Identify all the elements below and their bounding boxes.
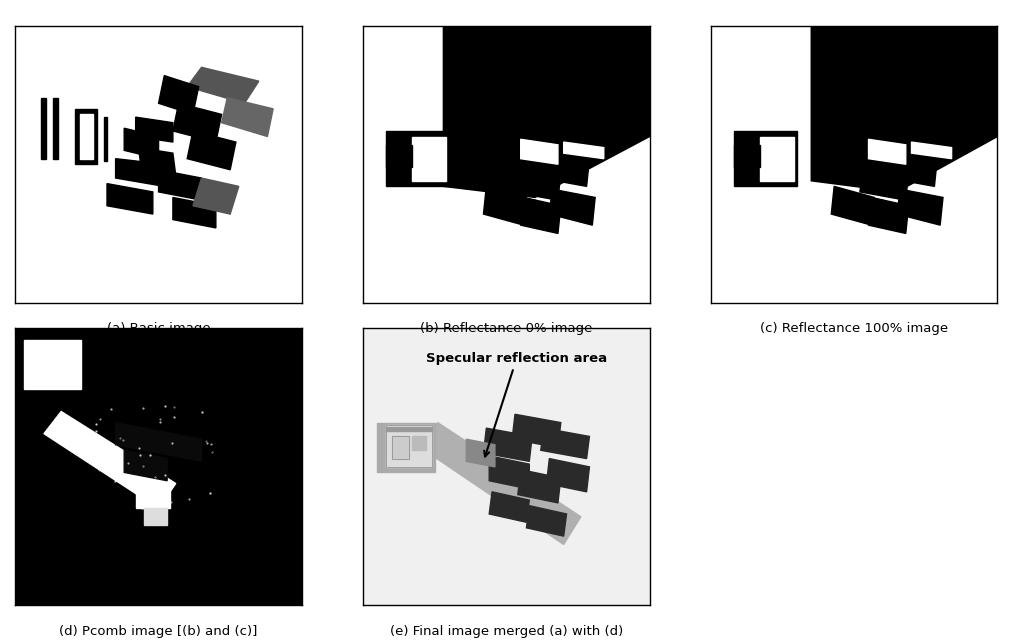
Polygon shape (500, 194, 535, 209)
Polygon shape (848, 194, 883, 209)
Polygon shape (518, 469, 561, 503)
Bar (386, 427, 432, 431)
Polygon shape (489, 492, 529, 522)
Bar (52, 98, 57, 158)
Polygon shape (222, 98, 273, 137)
Polygon shape (506, 209, 541, 222)
Polygon shape (564, 142, 604, 158)
Polygon shape (136, 117, 173, 142)
Bar (392, 437, 409, 459)
Bar (392, 437, 409, 459)
Polygon shape (527, 506, 567, 536)
Polygon shape (107, 184, 152, 214)
Bar (386, 131, 449, 186)
Polygon shape (521, 139, 558, 164)
Polygon shape (489, 456, 529, 489)
Polygon shape (116, 422, 159, 453)
Polygon shape (138, 147, 176, 175)
Bar (80, 115, 93, 158)
Polygon shape (541, 428, 589, 459)
Text: (b) Reflectance 0% image: (b) Reflectance 0% image (420, 322, 592, 335)
Polygon shape (860, 164, 908, 200)
Text: (c) Reflectance 100% image: (c) Reflectance 100% image (760, 322, 948, 335)
Polygon shape (897, 189, 943, 225)
Polygon shape (889, 151, 937, 186)
Polygon shape (521, 198, 561, 234)
Polygon shape (420, 422, 581, 544)
Polygon shape (832, 123, 889, 158)
Polygon shape (546, 459, 589, 492)
Polygon shape (911, 142, 951, 158)
Polygon shape (541, 151, 589, 186)
Polygon shape (173, 103, 222, 142)
Bar (412, 137, 446, 181)
Bar (24, 339, 81, 390)
Polygon shape (905, 128, 958, 158)
Text: Specular reflection area: Specular reflection area (427, 352, 608, 457)
Polygon shape (187, 131, 236, 170)
Bar (41, 98, 46, 158)
Bar (104, 117, 107, 162)
Polygon shape (159, 431, 202, 461)
Bar (144, 509, 167, 525)
Polygon shape (484, 186, 527, 225)
Polygon shape (187, 68, 259, 103)
Bar (733, 145, 760, 167)
Bar (733, 131, 797, 186)
Polygon shape (811, 26, 997, 192)
Polygon shape (159, 170, 202, 200)
Polygon shape (484, 123, 541, 158)
Polygon shape (466, 439, 495, 467)
Polygon shape (124, 128, 159, 158)
Polygon shape (513, 164, 561, 200)
Polygon shape (869, 109, 920, 147)
Polygon shape (116, 158, 165, 186)
Polygon shape (521, 109, 572, 147)
Polygon shape (173, 198, 216, 228)
Polygon shape (832, 186, 875, 225)
Polygon shape (869, 139, 905, 164)
Bar (76, 109, 97, 164)
Polygon shape (558, 128, 610, 158)
Bar (386, 145, 412, 167)
Polygon shape (193, 178, 238, 214)
Polygon shape (832, 151, 875, 186)
Polygon shape (869, 198, 908, 234)
Text: (a) Basic image: (a) Basic image (106, 322, 211, 335)
Text: (d) Pcomb image [(b) and (c)]: (d) Pcomb image [(b) and (c)] (59, 625, 258, 638)
Polygon shape (513, 414, 561, 448)
Bar (760, 137, 794, 181)
Bar (136, 489, 170, 509)
Polygon shape (159, 75, 198, 115)
Polygon shape (44, 412, 176, 509)
Polygon shape (124, 450, 167, 480)
Polygon shape (854, 209, 889, 222)
Polygon shape (443, 26, 650, 198)
Bar (386, 425, 432, 467)
Polygon shape (549, 189, 595, 225)
Bar (412, 437, 427, 450)
Polygon shape (484, 151, 527, 186)
Bar (377, 422, 435, 473)
Bar (386, 425, 432, 467)
Polygon shape (484, 428, 532, 461)
Text: (e) Final image merged (a) with (d): (e) Final image merged (a) with (d) (390, 625, 623, 638)
